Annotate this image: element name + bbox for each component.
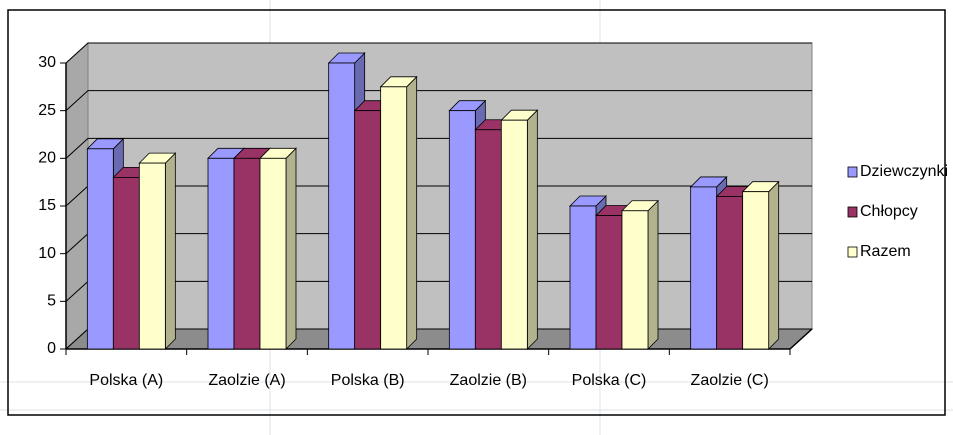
x-tick-label: Zaolzie (B): [450, 372, 527, 389]
bar: [621, 199, 659, 350]
bar-front: [259, 157, 287, 350]
bar-front: [569, 205, 597, 350]
y-tick-label: 5: [47, 293, 56, 310]
chart-border: [7, 9, 946, 416]
bar: [741, 180, 780, 350]
legend-marker: [847, 246, 858, 258]
bar-front: [500, 119, 528, 350]
x-tick-label: Zaolzie (A): [208, 372, 285, 389]
bar-front: [380, 86, 408, 350]
bar-side-shade: [768, 181, 779, 349]
x-tick-label: Polska (A): [89, 372, 163, 389]
legend-label: Chłopcy: [860, 203, 918, 220]
bar-front: [112, 176, 140, 350]
bar-front: [354, 110, 382, 350]
bar-front: [328, 62, 356, 350]
bar: [379, 75, 418, 350]
bar-front: [207, 157, 235, 350]
legend-label: Razem: [860, 243, 911, 260]
y-tick-label: 25: [38, 102, 56, 119]
legend-marker: [847, 166, 858, 178]
x-tick-label: Zaolzie (C): [691, 372, 769, 389]
x-tick-label: Polska (B): [331, 372, 405, 389]
legend-marker: [847, 206, 858, 218]
bar: [259, 147, 297, 350]
bar-front: [448, 110, 476, 350]
grid-line: [65, 42, 812, 64]
bar-front: [690, 186, 718, 350]
bar-front: [716, 196, 744, 350]
bar-side-shade: [527, 110, 538, 349]
bar-front: [474, 129, 502, 350]
bar-side-shade: [165, 153, 176, 349]
plot-area: 0 5 10 15 20 25 30 Polska (A) Zaolzie (A) Polska …: [38, 41, 948, 389]
bar-front: [138, 162, 166, 350]
y-tick-label: 20: [38, 150, 56, 167]
y-tick-label: 30: [38, 54, 56, 71]
y-tick-label: 15: [38, 197, 56, 214]
bar-side-shade: [286, 148, 296, 349]
bar-side-shade: [648, 200, 658, 349]
x-tick-label: Polska (C): [572, 372, 647, 389]
bar-front: [742, 191, 770, 350]
grid-line: [65, 137, 812, 159]
x-axis-depth: [789, 328, 813, 350]
bar: [138, 152, 177, 350]
y-tick-label: 10: [38, 245, 56, 262]
bar-front: [86, 148, 114, 350]
bar-front: [621, 210, 649, 350]
y-tick-label: 0: [47, 340, 56, 357]
bar-front: [233, 157, 261, 350]
bar-side-shade: [406, 76, 417, 349]
grid-line: [65, 90, 812, 112]
bar-front: [595, 215, 623, 350]
bar: [500, 109, 539, 350]
legend-label: Dziewczynki: [860, 163, 948, 180]
